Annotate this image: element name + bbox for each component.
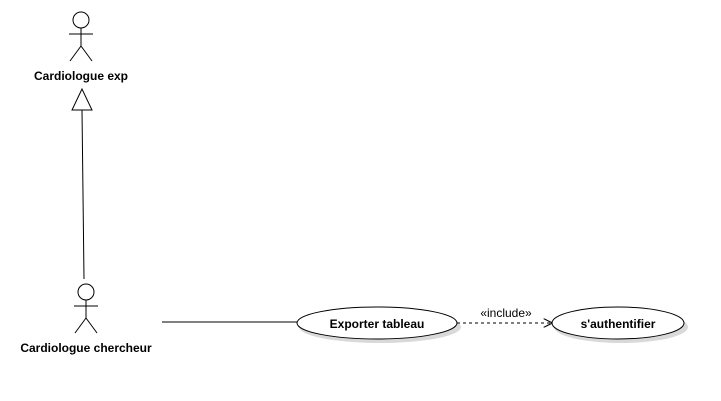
use-case-s-authentifier[interactable]: s'authentifier <box>551 306 688 343</box>
stick-figure-icon <box>74 283 98 334</box>
actor-label-cardiologue-chercheur: Cardiologue chercheur <box>20 341 152 355</box>
generalization-line <box>81 109 85 280</box>
include-stereotype-label: «include» <box>480 306 532 320</box>
use-case-exporter-tableau[interactable]: Exporter tableau <box>296 306 461 343</box>
use-case-label-exporter-tableau: Exporter tableau <box>330 317 425 331</box>
include-relationship[interactable]: «include» <box>457 306 552 323</box>
actor-cardiologue-chercheur[interactable]: Cardiologue chercheur <box>20 283 152 355</box>
generalization-arrowhead-icon <box>71 87 93 111</box>
actor-cardiologue-exp[interactable]: Cardiologue exp <box>34 11 128 83</box>
stick-figure-icon <box>69 11 93 62</box>
actor-label-cardiologue-exp: Cardiologue exp <box>34 69 128 83</box>
use-case-label-s-authentifier: s'authentifier <box>581 317 656 331</box>
generalization-link[interactable] <box>71 87 93 280</box>
use-case-ellipse <box>551 306 685 340</box>
